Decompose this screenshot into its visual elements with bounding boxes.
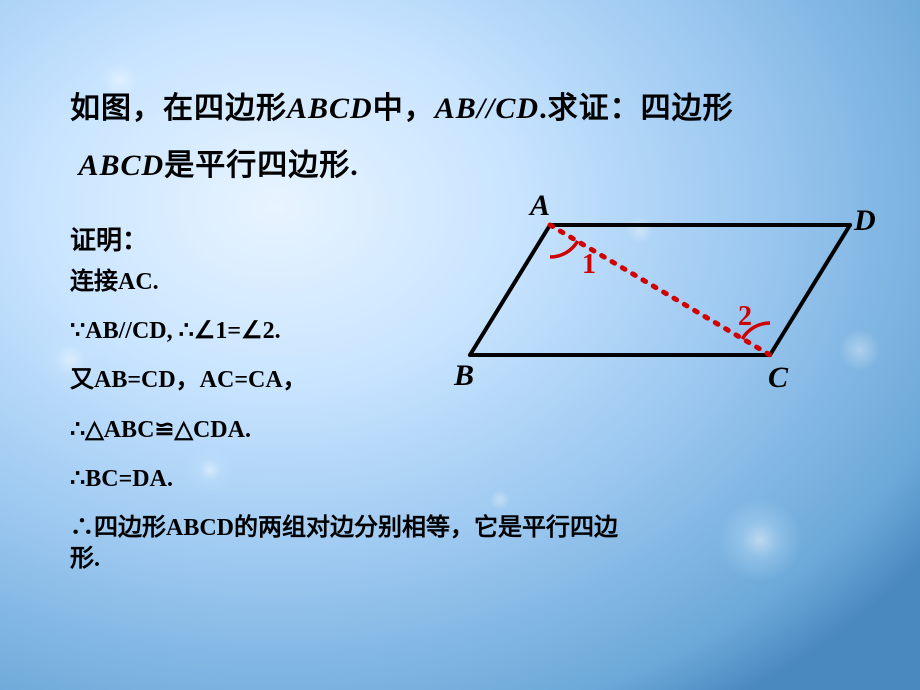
text: 中， — [373, 92, 435, 125]
svg-text:2: 2 — [738, 301, 752, 332]
proof-step-5: ∴BC=DA. — [70, 464, 630, 495]
math-abcd-parallel: AB//CD — [435, 92, 539, 125]
proof-step-6: ∴四边形ABCD的两组对边分别相等，它是平行四边形. — [70, 513, 630, 575]
problem-statement: 如图，在四边形ABCD中，AB//CD.求证：四边形 ABCD是平行四边形. — [70, 80, 860, 194]
svg-text:D: D — [853, 204, 876, 237]
math-abcd-2: ABCD — [79, 149, 165, 182]
svg-text:C: C — [768, 361, 789, 394]
text: .求证：四边形 — [539, 92, 734, 125]
proof-step-4: ∴△ABC≌△CDA. — [70, 415, 630, 446]
text: 如图，在四边形 — [70, 92, 287, 125]
math-abcd: ABCD — [287, 92, 373, 125]
svg-text:A: A — [528, 195, 550, 222]
svg-text:B: B — [453, 359, 474, 392]
text: 是平行四边形. — [164, 149, 359, 182]
slide: 如图，在四边形ABCD中，AB//CD.求证：四边形 ABCD是平行四边形. 证… — [0, 0, 920, 690]
parallelogram-figure: 12ADBC — [430, 195, 870, 395]
svg-text:1: 1 — [582, 249, 596, 280]
geometry-svg: 1 2 A D B C — [430, 195, 890, 405]
